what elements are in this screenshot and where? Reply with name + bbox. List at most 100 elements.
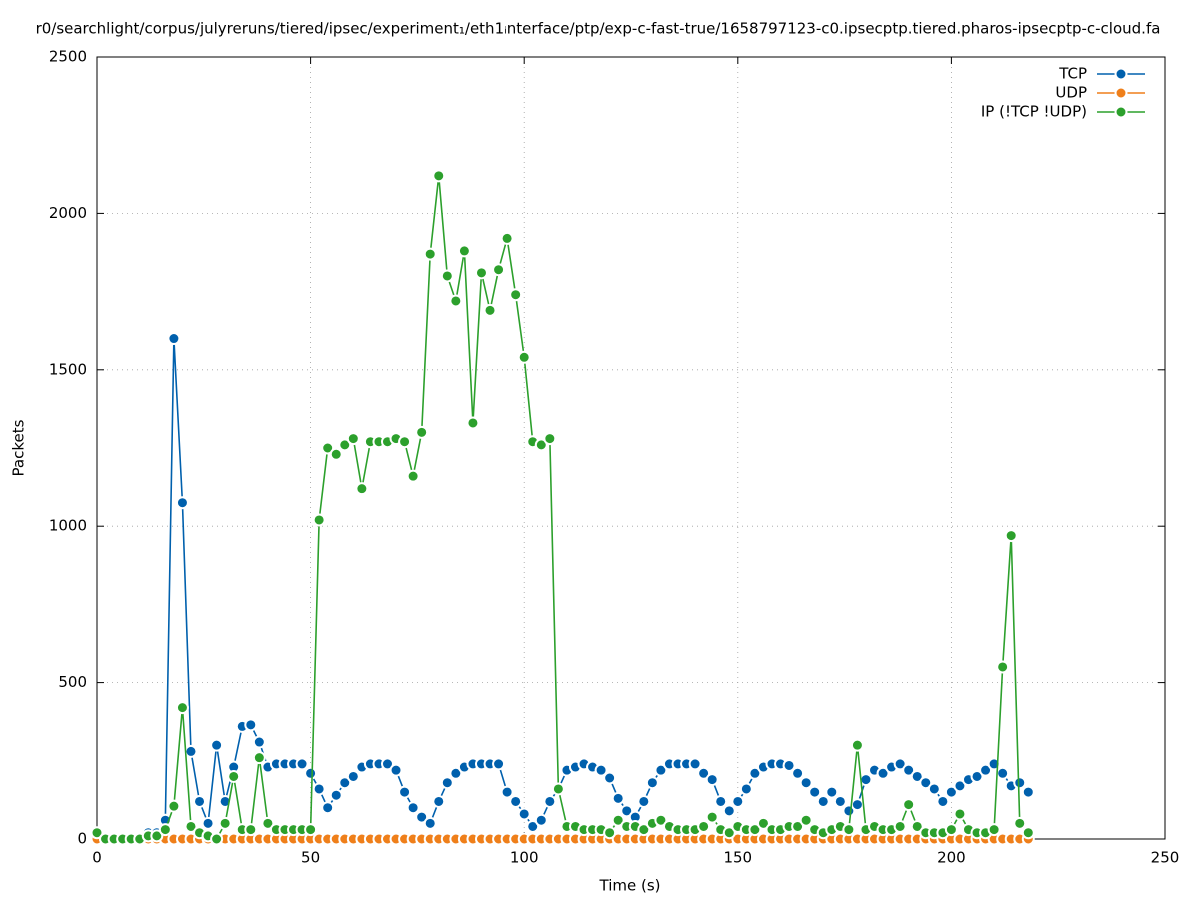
data-point (500, 785, 514, 799)
data-point (483, 303, 497, 317)
data-point (714, 794, 728, 808)
data-point (457, 244, 471, 258)
data-point (842, 823, 856, 837)
data-point (380, 757, 394, 771)
data-point (398, 435, 412, 449)
data-point (466, 416, 480, 430)
data-point (534, 438, 548, 452)
data-point (449, 766, 463, 780)
data-point (150, 829, 164, 843)
data-point (509, 794, 523, 808)
data-point (355, 482, 369, 496)
data-point (705, 773, 719, 787)
data-point (423, 247, 437, 261)
y-tick-label: 0 (77, 830, 87, 848)
data-point (944, 785, 958, 799)
data-point (543, 432, 557, 446)
data-point (210, 832, 224, 846)
data-point (312, 513, 326, 527)
x-tick-label: 100 (510, 849, 539, 867)
data-point (304, 823, 318, 837)
data-point (799, 813, 813, 827)
data-point (509, 288, 523, 302)
data-point (1013, 776, 1027, 790)
data-point (346, 769, 360, 783)
data-point (996, 660, 1010, 674)
data-point (825, 785, 839, 799)
data-point (919, 776, 933, 790)
data-point (201, 816, 215, 830)
data-point (415, 810, 429, 824)
data-point (432, 794, 446, 808)
data-point (423, 816, 437, 830)
data-point (902, 798, 916, 812)
y-tick-label: 1000 (49, 517, 87, 535)
data-point (594, 763, 608, 777)
data-point (175, 701, 189, 715)
data-point (791, 819, 805, 833)
chart-title: r0/searchlight/corpus/julyreruns/tiered/… (36, 20, 1161, 38)
data-point (210, 738, 224, 752)
data-point (517, 350, 531, 364)
data-point (329, 447, 343, 461)
data-point (415, 425, 429, 439)
data-point (850, 798, 864, 812)
data-point (688, 757, 702, 771)
data-point (833, 794, 847, 808)
legend-marker (1114, 86, 1128, 100)
data-point (295, 757, 309, 771)
data-point (244, 718, 258, 732)
data-point (398, 785, 412, 799)
data-point (637, 794, 651, 808)
data-point (175, 496, 189, 510)
data-point (697, 819, 711, 833)
data-point (748, 823, 762, 837)
data-point (620, 804, 634, 818)
data-point (936, 794, 950, 808)
data-point (748, 766, 762, 780)
data-point (227, 769, 241, 783)
data-point (167, 332, 181, 346)
data-point (808, 785, 822, 799)
data-point (910, 819, 924, 833)
data-point (850, 738, 864, 752)
data-point (705, 810, 719, 824)
data-point (799, 776, 813, 790)
data-point (158, 823, 172, 837)
data-point (859, 773, 873, 787)
data-point (1013, 816, 1027, 830)
y-tick-label: 1500 (49, 360, 87, 378)
data-point (603, 826, 617, 840)
data-point (996, 766, 1010, 780)
data-point (979, 763, 993, 777)
data-point (252, 751, 266, 765)
data-point (517, 807, 531, 821)
data-point (1021, 785, 1035, 799)
data-point (910, 769, 924, 783)
data-point (312, 782, 326, 796)
data-point (184, 819, 198, 833)
data-point (440, 269, 454, 283)
data-point (611, 813, 625, 827)
data-point (261, 816, 275, 830)
data-point (902, 763, 916, 777)
data-point (927, 782, 941, 796)
data-point (432, 169, 446, 183)
data-point (252, 735, 266, 749)
data-point (893, 819, 907, 833)
data-point (500, 231, 514, 245)
data-point (756, 816, 770, 830)
data-point (526, 819, 540, 833)
x-tick-label: 200 (937, 849, 966, 867)
legend-label: UDP (1055, 84, 1087, 102)
data-point (791, 766, 805, 780)
data-point (406, 801, 420, 815)
data-point (953, 807, 967, 821)
data-point (492, 757, 506, 771)
data-point (304, 766, 318, 780)
data-point (893, 757, 907, 771)
y-tick-label: 2500 (49, 48, 87, 66)
data-point (346, 432, 360, 446)
data-point (551, 782, 565, 796)
